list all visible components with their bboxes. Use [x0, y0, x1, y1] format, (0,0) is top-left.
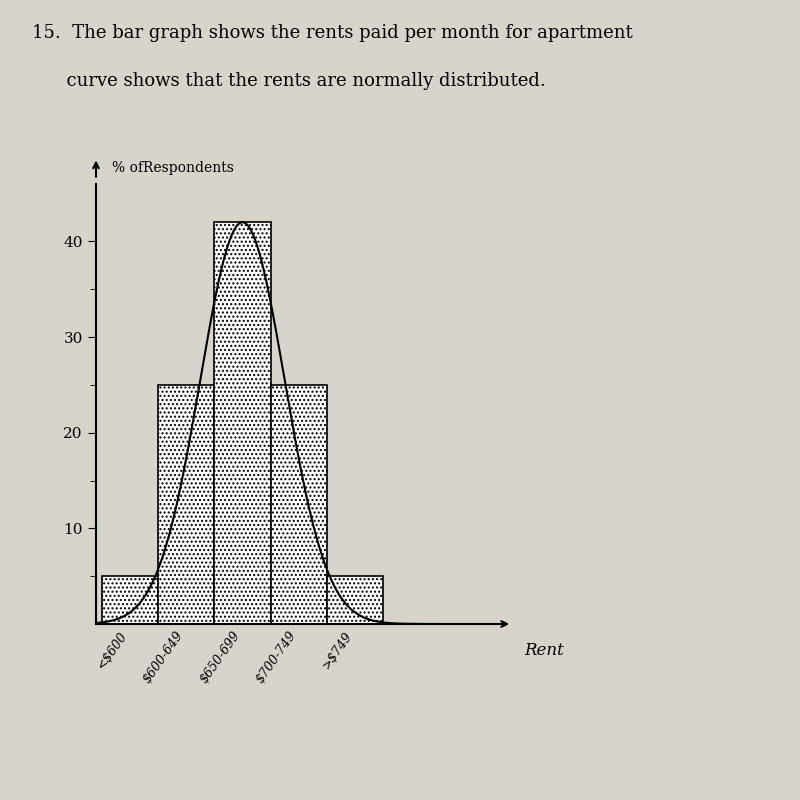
Text: Rent: Rent	[524, 642, 564, 659]
Text: 15.  The bar graph shows the rents paid per month for apartment: 15. The bar graph shows the rents paid p…	[32, 24, 633, 42]
Text: % ofRespondents: % ofRespondents	[112, 162, 234, 175]
Bar	[214, 222, 270, 624]
Bar	[270, 385, 327, 624]
Text: curve shows that the rents are normally distributed.: curve shows that the rents are normally …	[32, 72, 546, 90]
Bar	[158, 385, 214, 624]
Bar	[102, 576, 158, 624]
Bar	[327, 576, 383, 624]
